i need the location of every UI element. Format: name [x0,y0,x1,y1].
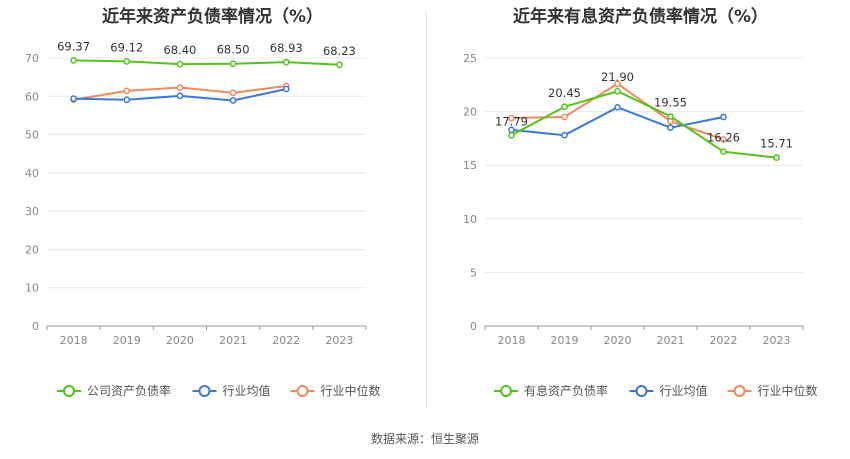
y-tick-label: 5 [470,266,477,279]
legend-label: 行业均值 [660,383,708,398]
x-tick-label: 2018 [498,334,526,347]
panel-divider [426,10,427,408]
x-tick-label: 2021 [219,334,247,347]
data-point [720,148,727,156]
legend-label: 有息资产负债率 [524,383,608,398]
legend-swatch-marker [635,385,648,397]
y-tick-label: 60 [25,90,39,103]
chart-svg-right: 0 5 10 15 20 25 2018 2019 2020 2021 2022 2023 17.79 2… [463,52,818,398]
legend-swatch-marker [296,385,309,397]
data-label: 69.12 [110,40,143,54]
legend-label: 行业中位数 [321,383,381,398]
data-point [720,136,727,143]
data-point [123,96,131,104]
data-point [123,87,131,95]
data-point [70,95,77,102]
y-tick-label: 70 [25,52,39,65]
y-tick-label: 0 [470,320,477,333]
data-point [229,60,237,68]
data-label: 68.93 [270,41,303,55]
chart-panel-left: 近年来资产负债率情况（%） 0 10 20 30 40 50 60 70 2018 2019 202… [0,0,425,420]
data-label: 69.37 [57,39,90,53]
legend-label: 公司资产负债率 [87,383,171,398]
legend-label: 行业均值 [223,383,271,398]
data-point [282,58,290,66]
series-line [511,90,777,159]
x-tick-label: 2023 [325,334,353,347]
data-point [773,154,780,161]
data-point [508,114,515,122]
chart-title-left: 近年来资产负债率情况（%） [101,7,324,27]
legend-item: 行业中位数 [290,383,381,398]
legend-item: 行业均值 [192,383,271,398]
data-point [282,85,290,93]
legend-swatch-marker [500,385,512,397]
y-tick-label: 10 [25,282,39,295]
data-point [123,58,131,65]
series-line [73,59,340,66]
x-tick-label: 2020 [604,334,632,347]
y-tick-label: 30 [25,205,39,218]
y-tick-label: 25 [463,52,477,65]
y-tick-label: 10 [463,213,477,226]
data-label: 17.79 [495,114,528,128]
data-label: 21.90 [601,70,634,84]
data-point [229,89,237,97]
y-tick-label: 15 [463,159,477,172]
y-tick-label: 40 [25,167,39,180]
chart-svg-left: 0 10 20 30 40 50 60 70 2018 2019 2020 2021 2022 2023 6… [25,39,381,398]
data-source-text: 数据来源：恒生聚源 [370,432,479,446]
data-label: 68.23 [323,44,356,58]
x-tick-label: 2020 [166,334,194,347]
data-label: 68.40 [163,43,196,57]
x-tick-label: 2022 [272,334,300,347]
y-tick-label: 20 [25,243,39,256]
chart-panel-right: 近年来有息资产负债率情况（%） 0 5 10 15 20 25 2018 2019 2020 20… [428,0,850,420]
data-point [336,61,343,69]
data-point [614,103,621,111]
data-point [70,57,77,64]
chart-title-right: 近年来有息资产负债率情况（%） [512,7,769,27]
y-tick-label: 50 [25,129,39,142]
x-tick-label: 2019 [551,334,579,347]
data-label: 15.71 [760,137,793,151]
x-tick-label: 2021 [657,334,685,347]
legend-swatch-marker [733,385,746,397]
data-point [176,84,184,91]
data-label: 20.45 [548,86,581,100]
legend-item: 有息资产负债率 [494,383,608,398]
data-point [667,113,674,120]
x-tick-label: 2019 [113,334,141,347]
x-tick-label: 2022 [710,334,738,347]
data-point [720,113,727,121]
data-point [561,103,568,111]
data-point [614,80,621,88]
data-label: 16.26 [707,131,740,145]
data-point [561,131,568,139]
legend-item: 行业中位数 [727,383,818,398]
data-point [508,131,515,139]
legend-swatch-marker [63,385,75,397]
data-point [614,87,621,95]
x-tick-label: 2018 [60,334,88,347]
data-point [667,124,674,132]
legend-item: 公司资产负债率 [57,383,171,398]
data-point [176,60,184,68]
data-point [229,97,237,104]
legend-swatch-marker [198,385,211,397]
data-point [561,113,568,121]
legend-item: 行业均值 [629,383,708,398]
legend-label: 行业中位数 [758,383,818,398]
data-label: 68.50 [217,43,250,57]
data-point [176,92,184,100]
y-tick-label: 0 [32,320,39,333]
x-tick-label: 2023 [763,334,791,347]
y-tick-label: 20 [463,106,477,119]
data-label: 19.55 [654,95,687,109]
